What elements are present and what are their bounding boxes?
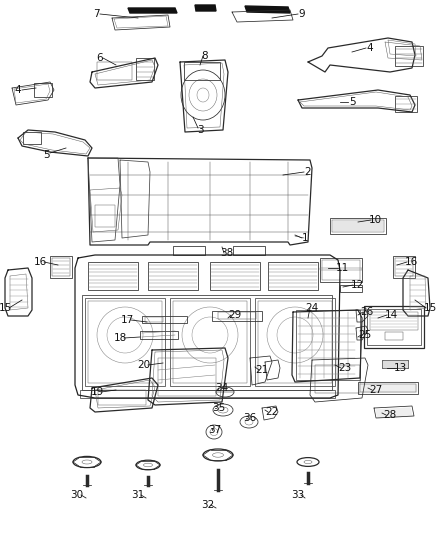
Bar xyxy=(330,218,386,234)
Bar xyxy=(50,256,72,278)
Bar xyxy=(296,310,360,380)
Text: 12: 12 xyxy=(350,280,364,290)
Bar xyxy=(233,246,265,255)
Text: 11: 11 xyxy=(336,263,349,273)
Text: 23: 23 xyxy=(339,363,352,373)
Bar xyxy=(85,298,165,386)
Text: 26: 26 xyxy=(360,307,374,317)
Text: 28: 28 xyxy=(383,410,397,420)
Bar xyxy=(268,262,318,290)
Text: 6: 6 xyxy=(97,53,103,63)
Text: 37: 37 xyxy=(208,425,222,435)
Bar xyxy=(158,358,216,396)
Text: 22: 22 xyxy=(265,407,279,417)
Text: 16: 16 xyxy=(404,257,417,267)
Bar xyxy=(88,301,162,383)
Bar xyxy=(145,317,163,322)
Text: 38: 38 xyxy=(220,248,233,258)
Bar xyxy=(173,301,247,383)
Bar xyxy=(395,258,413,276)
Bar xyxy=(212,311,262,321)
Bar xyxy=(98,390,146,405)
Polygon shape xyxy=(245,6,290,13)
Bar xyxy=(210,262,260,290)
Bar xyxy=(95,205,115,227)
Text: 36: 36 xyxy=(244,413,257,423)
Text: 13: 13 xyxy=(393,363,406,373)
Text: 27: 27 xyxy=(369,385,383,395)
Bar xyxy=(367,309,421,345)
Bar xyxy=(358,382,418,394)
Bar xyxy=(23,132,41,144)
Bar xyxy=(136,58,154,80)
Text: 8: 8 xyxy=(201,51,208,61)
Bar xyxy=(393,256,415,278)
Bar xyxy=(360,384,416,392)
Bar xyxy=(170,298,250,386)
Text: 30: 30 xyxy=(71,490,84,500)
Text: 4: 4 xyxy=(15,85,21,95)
Bar xyxy=(80,390,335,398)
Text: 4: 4 xyxy=(367,43,373,53)
Bar xyxy=(315,365,360,393)
Text: 2: 2 xyxy=(305,167,311,177)
Text: 34: 34 xyxy=(215,383,229,393)
Text: 20: 20 xyxy=(138,360,151,370)
Text: 19: 19 xyxy=(90,387,104,397)
Bar xyxy=(88,262,138,290)
Bar xyxy=(258,301,332,383)
Bar xyxy=(395,96,417,112)
Bar xyxy=(142,316,187,323)
Text: 7: 7 xyxy=(93,9,99,19)
Text: 3: 3 xyxy=(197,125,203,135)
Bar xyxy=(82,295,332,390)
Text: 9: 9 xyxy=(299,9,305,19)
Bar xyxy=(364,306,424,348)
Polygon shape xyxy=(383,361,407,367)
Bar xyxy=(148,262,198,290)
Bar xyxy=(322,260,360,280)
Text: 31: 31 xyxy=(131,490,145,500)
Text: 5: 5 xyxy=(349,97,355,107)
Text: 1: 1 xyxy=(302,233,308,243)
Bar xyxy=(34,83,52,97)
Text: 15: 15 xyxy=(0,303,12,313)
Bar xyxy=(52,258,70,276)
Polygon shape xyxy=(376,408,412,418)
Text: 24: 24 xyxy=(305,303,318,313)
Text: 18: 18 xyxy=(113,333,127,343)
Bar xyxy=(320,258,362,282)
Text: 14: 14 xyxy=(385,310,398,320)
Bar xyxy=(395,46,423,66)
Bar xyxy=(385,332,403,340)
Text: 29: 29 xyxy=(228,310,242,320)
Bar xyxy=(370,312,418,330)
Text: 33: 33 xyxy=(291,490,304,500)
Text: 32: 32 xyxy=(201,500,215,510)
Text: 15: 15 xyxy=(424,303,437,313)
Text: 16: 16 xyxy=(33,257,46,267)
Text: 10: 10 xyxy=(368,215,381,225)
Text: 17: 17 xyxy=(120,315,134,325)
Bar xyxy=(184,62,220,80)
Bar xyxy=(332,220,384,232)
Text: 25: 25 xyxy=(358,330,371,340)
Polygon shape xyxy=(195,5,216,11)
Polygon shape xyxy=(360,384,416,392)
Bar xyxy=(218,312,256,319)
Text: 5: 5 xyxy=(42,150,49,160)
Text: 35: 35 xyxy=(212,403,226,413)
Bar xyxy=(97,62,132,80)
Bar xyxy=(140,331,178,339)
Polygon shape xyxy=(128,8,177,13)
Text: 21: 21 xyxy=(255,365,268,375)
Bar xyxy=(382,360,408,368)
Bar xyxy=(255,298,335,386)
Bar xyxy=(173,246,205,255)
Bar xyxy=(340,285,362,292)
